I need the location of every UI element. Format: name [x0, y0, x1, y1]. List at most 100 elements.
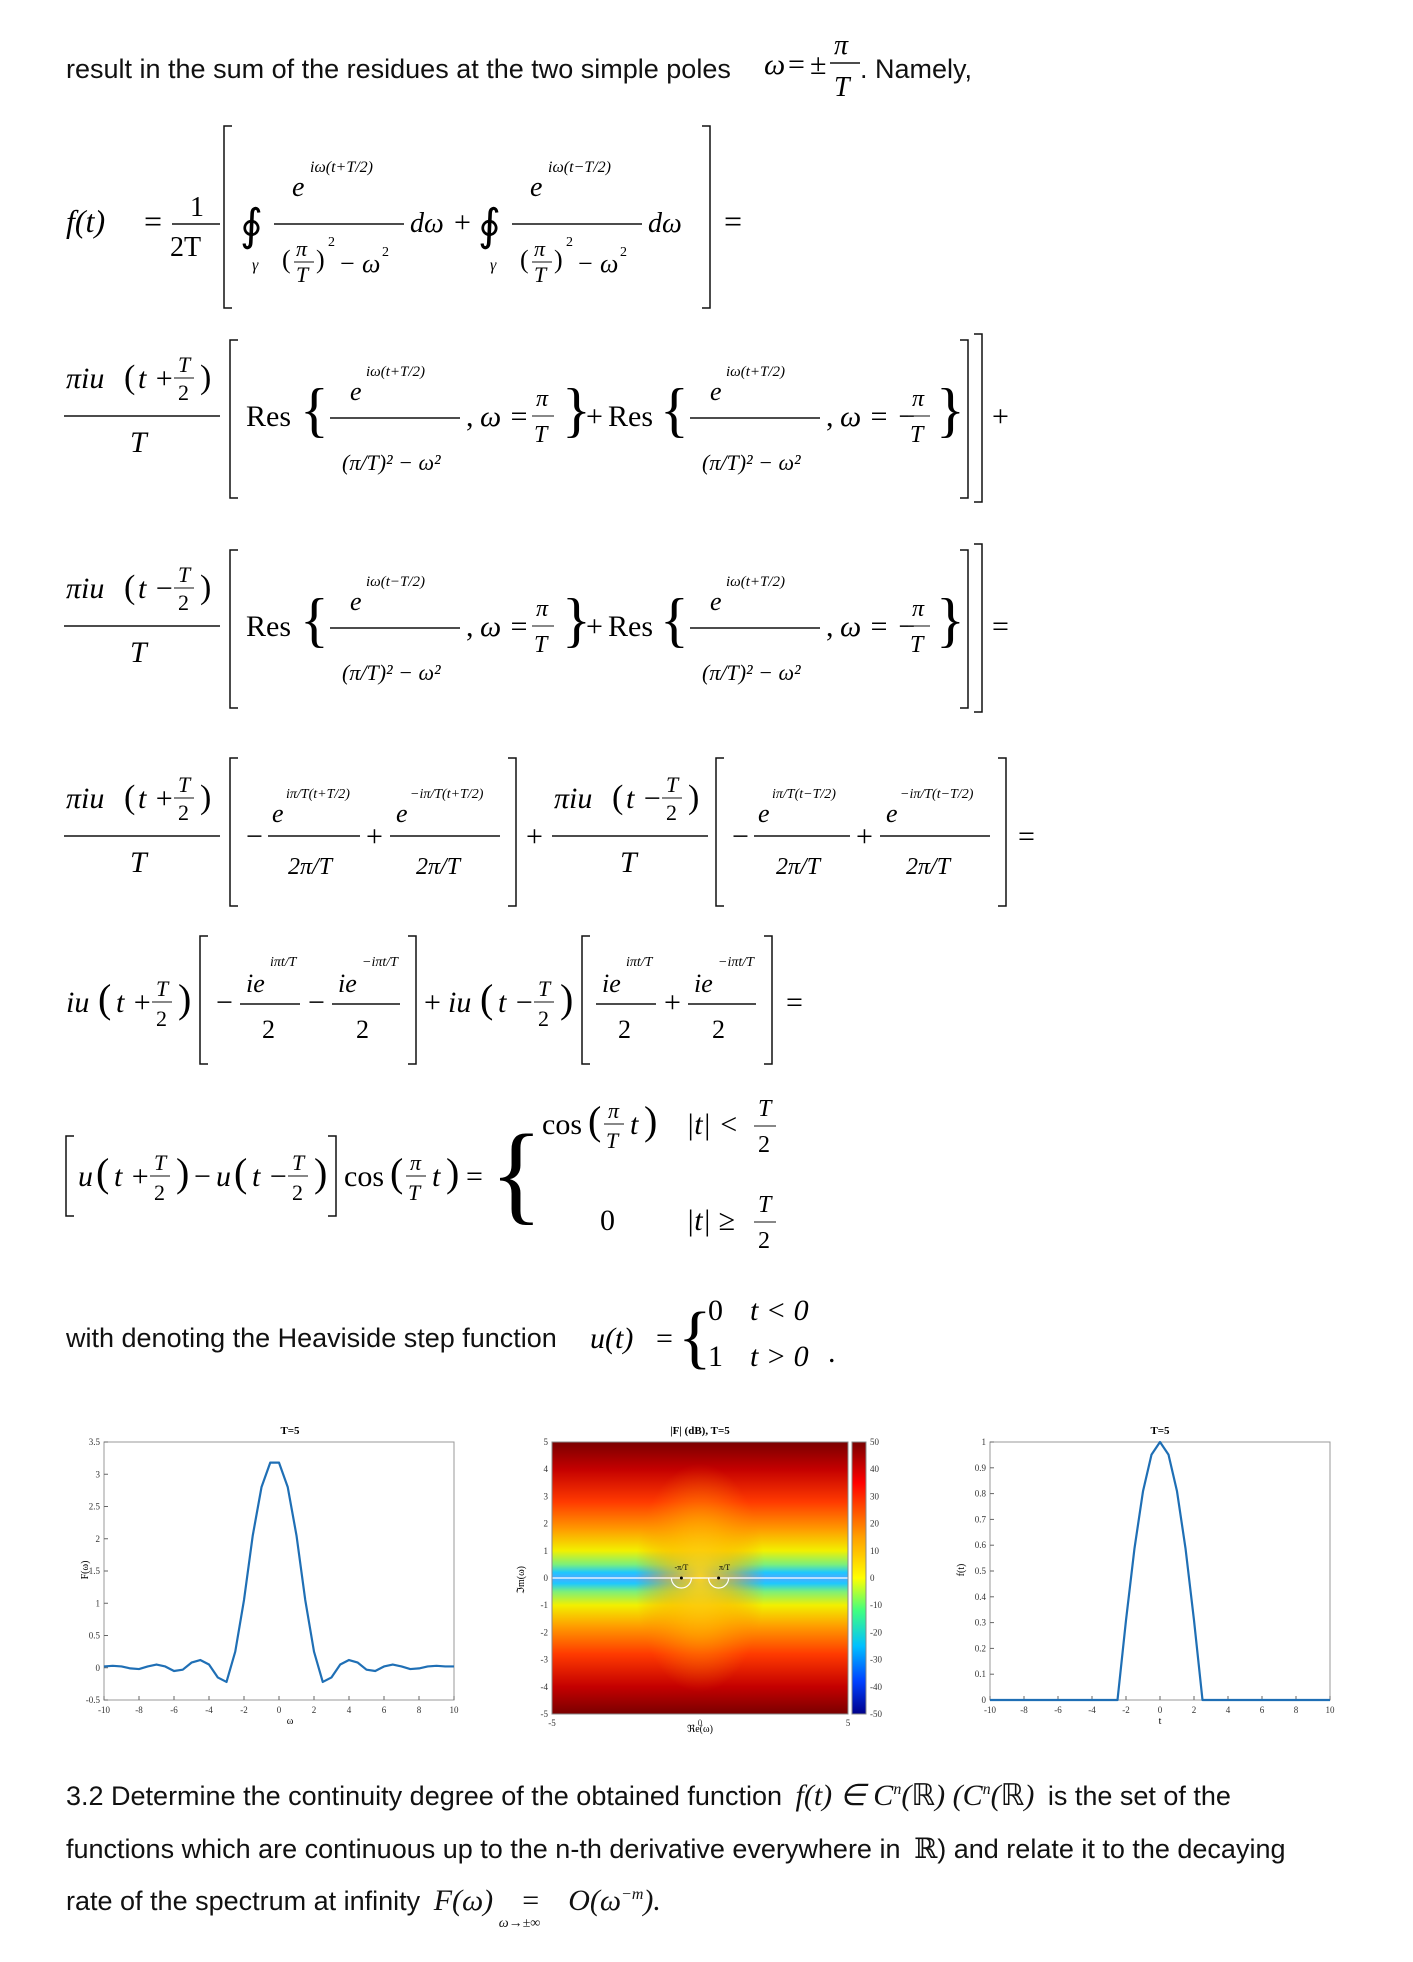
svg-text:(: ( — [480, 976, 493, 1021]
x-axis-label: ℜe(ω) — [687, 1724, 713, 1735]
svg-text:+: + — [856, 820, 873, 853]
svg-text:u: u — [216, 1160, 231, 1193]
svg-text:(π/T)² − ω²: (π/T)² − ω² — [702, 450, 801, 475]
x-tick-label: 6 — [1260, 1705, 1265, 1715]
pole-marker-left — [679, 1576, 683, 1580]
svg-text:T: T — [538, 976, 552, 1001]
svg-text:e: e — [350, 377, 362, 406]
svg-text:iπt/T: iπt/T — [270, 955, 298, 970]
namely-text: . Namely, — [860, 54, 973, 84]
pm-symbol: ± — [810, 48, 826, 81]
svg-text:{: { — [660, 587, 689, 653]
y-axis-label: f(t) — [956, 1564, 967, 1577]
pole-label-left: -π/T — [674, 1563, 688, 1572]
x-tick-label: -10 — [984, 1705, 996, 1715]
svg-text:2: 2 — [356, 1015, 369, 1044]
colorbar-tick-label: -40 — [870, 1682, 882, 1692]
pole-marker-right — [717, 1576, 721, 1580]
svg-text:(: ( — [588, 1098, 601, 1143]
svg-text:2π/T: 2π/T — [906, 854, 952, 880]
equation-evaluated: πiu ( t + T 2 ) T − e iπ/T(t+T/2) 2π/T +… — [64, 757, 1035, 907]
colorbar-tick-label: 30 — [870, 1491, 880, 1501]
svg-text:T: T — [910, 422, 925, 448]
plot-frame — [989, 1441, 1331, 1701]
series-line — [103, 1461, 454, 1684]
svg-text:−: − — [340, 249, 355, 278]
svg-text:(: ( — [124, 569, 135, 606]
pi-numerator: π — [834, 30, 849, 61]
svg-text:−: − — [194, 1160, 211, 1193]
svg-text:2: 2 — [618, 1015, 631, 1044]
svg-text:+: + — [424, 986, 441, 1019]
svg-text:{: { — [490, 1112, 543, 1234]
y-tick-label: 3.5 — [89, 1437, 101, 1447]
svg-text:): ) — [200, 779, 211, 816]
y-tick-label: 0 — [982, 1695, 987, 1705]
svg-text:+: + — [366, 820, 383, 853]
svg-text:+: + — [454, 206, 471, 239]
svg-text:u(t): u(t) — [590, 1322, 633, 1355]
svg-text:Res: Res — [246, 400, 291, 433]
svg-text:=: = — [656, 1322, 673, 1355]
svg-text:Res: Res — [608, 610, 653, 643]
svg-text:e: e — [396, 799, 408, 828]
y-tick-label: 1 — [96, 1598, 101, 1608]
svg-text:iπ/T(t−T/2): iπ/T(t−T/2) — [772, 787, 836, 802]
svg-text:}: } — [936, 587, 965, 653]
y-tick-label: 1 — [982, 1437, 987, 1447]
y-tick-label: 0.1 — [975, 1669, 986, 1679]
svg-text:∮: ∮ — [240, 201, 263, 250]
equation-piecewise: u ( t + T 2 ) − u ( t − T 2 ) cos ( π T … — [65, 1096, 776, 1254]
svg-text:1: 1 — [708, 1340, 723, 1373]
svg-text:=: = — [724, 203, 742, 239]
y-tick-label: 0.8 — [975, 1489, 987, 1499]
x-tick-label: -4 — [205, 1705, 213, 1715]
svg-text:iπt/T: iπt/T — [626, 955, 654, 970]
svg-text:T: T — [296, 262, 310, 287]
svg-text:T: T — [130, 636, 149, 669]
svg-text:+: + — [526, 820, 543, 853]
pole-label-right: π/T — [719, 1563, 730, 1572]
y-axis-label: ℑm(ω) — [516, 1566, 527, 1594]
colorbar-tick-label: -10 — [870, 1600, 882, 1610]
svg-text:T: T — [130, 846, 149, 879]
svg-text:1: 1 — [190, 192, 204, 223]
x-tick-label: 0 — [277, 1705, 282, 1715]
svg-text:π: π — [296, 236, 308, 261]
svg-text:{: { — [678, 1299, 712, 1376]
svg-text:−: − — [246, 820, 263, 853]
svg-text:t −: t − — [626, 782, 662, 815]
svg-text:=: = — [466, 1160, 483, 1193]
svg-text:−: − — [308, 986, 325, 1019]
colorbar-tick-label: -30 — [870, 1655, 882, 1665]
y-tick-label: -0.5 — [86, 1695, 101, 1705]
svg-text:t −: t − — [252, 1160, 288, 1193]
svg-text:2: 2 — [292, 1180, 303, 1205]
x-tick-label: 4 — [347, 1705, 352, 1715]
intro-text-before: result in the sum of the residues at the… — [66, 54, 731, 84]
svg-text:cos: cos — [344, 1160, 384, 1193]
y-tick-label: 0 — [544, 1573, 549, 1583]
svg-text:γ: γ — [490, 257, 497, 274]
question-3-2-line2: functions which are continuous up to the… — [66, 1832, 1286, 1865]
x-tick-label: -10 — [98, 1705, 110, 1715]
x-axis-label: t — [1159, 1716, 1162, 1727]
svg-text:π: π — [912, 596, 925, 622]
svg-text:}: } — [562, 377, 591, 443]
x-tick-label: 6 — [382, 1705, 387, 1715]
svg-text:t: t — [432, 1160, 441, 1193]
svg-text:e: e — [710, 587, 722, 616]
x-tick-label: 5 — [846, 1718, 851, 1728]
svg-text:{: { — [300, 377, 329, 443]
svg-text:0: 0 — [600, 1204, 615, 1237]
svg-text:,: , — [466, 610, 474, 643]
svg-text:2: 2 — [712, 1015, 725, 1044]
y-tick-label: 0.6 — [975, 1540, 987, 1550]
svg-text:2π/T: 2π/T — [288, 854, 334, 880]
svg-text:,: , — [826, 400, 834, 433]
heaviside-definition: u(t) = { 0 t < 0 1 t > 0 . — [590, 1294, 836, 1376]
svg-text:): ) — [178, 976, 191, 1021]
svg-text:u: u — [78, 1160, 93, 1193]
svg-text:T: T — [758, 1096, 773, 1122]
svg-text:T: T — [178, 772, 192, 797]
